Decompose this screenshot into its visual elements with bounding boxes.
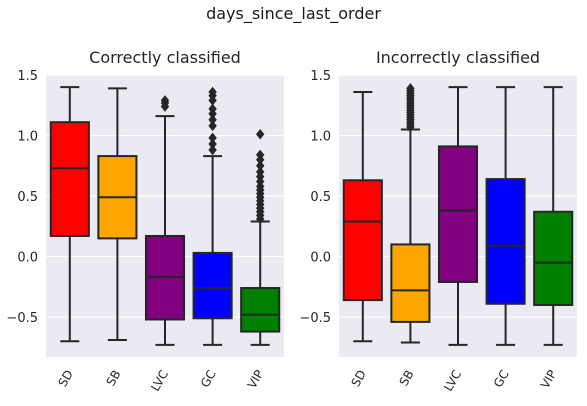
figure-suptitle: days_since_last_order: [0, 4, 587, 23]
x-tick-label: GC: [491, 368, 512, 390]
box-body: [194, 253, 232, 318]
chart-panel-2: −0.5 0.0 0.5 1.0 1.5 Incorrectly classified SD…: [299, 48, 577, 394]
x-tick-label: GC: [198, 368, 219, 390]
y-tick-label: 1.0: [310, 130, 331, 145]
y-tick-label: 1.0: [17, 130, 38, 145]
x-tick-label: LVC: [441, 368, 464, 394]
y-tick-label: 0.0: [310, 251, 331, 266]
box-body: [487, 179, 525, 304]
x-tick-label: SB: [104, 368, 124, 389]
x-tick-label: VIP: [538, 368, 560, 391]
chart-title: Incorrectly classified: [376, 48, 540, 67]
x-tick-label: SB: [397, 368, 417, 389]
box-body: [534, 212, 572, 305]
box-body: [51, 122, 89, 236]
x-tick-label: VIP: [245, 368, 267, 391]
box-body: [241, 288, 279, 332]
box-body: [391, 244, 429, 321]
chart-title: Correctly classified: [89, 48, 241, 67]
y-tick-label: 0.5: [310, 190, 331, 205]
x-tick-label: SD: [348, 368, 369, 390]
y-tick-label: −0.5: [6, 311, 38, 326]
box-body: [439, 146, 477, 282]
y-tick-label: 1.5: [310, 69, 331, 84]
x-tick-label: LVC: [148, 368, 171, 394]
chart-panel-1: −0.5 0.0 0.5 1.0 1.5 Correctly classified SD SB…: [6, 48, 284, 394]
y-tick-label: 0.0: [17, 251, 38, 266]
x-tick-label: SD: [55, 368, 76, 390]
box-body: [344, 180, 382, 300]
y-tick-label: −0.5: [299, 311, 331, 326]
y-tick-label: 1.5: [17, 69, 38, 84]
y-tick-label: 0.5: [17, 190, 38, 205]
